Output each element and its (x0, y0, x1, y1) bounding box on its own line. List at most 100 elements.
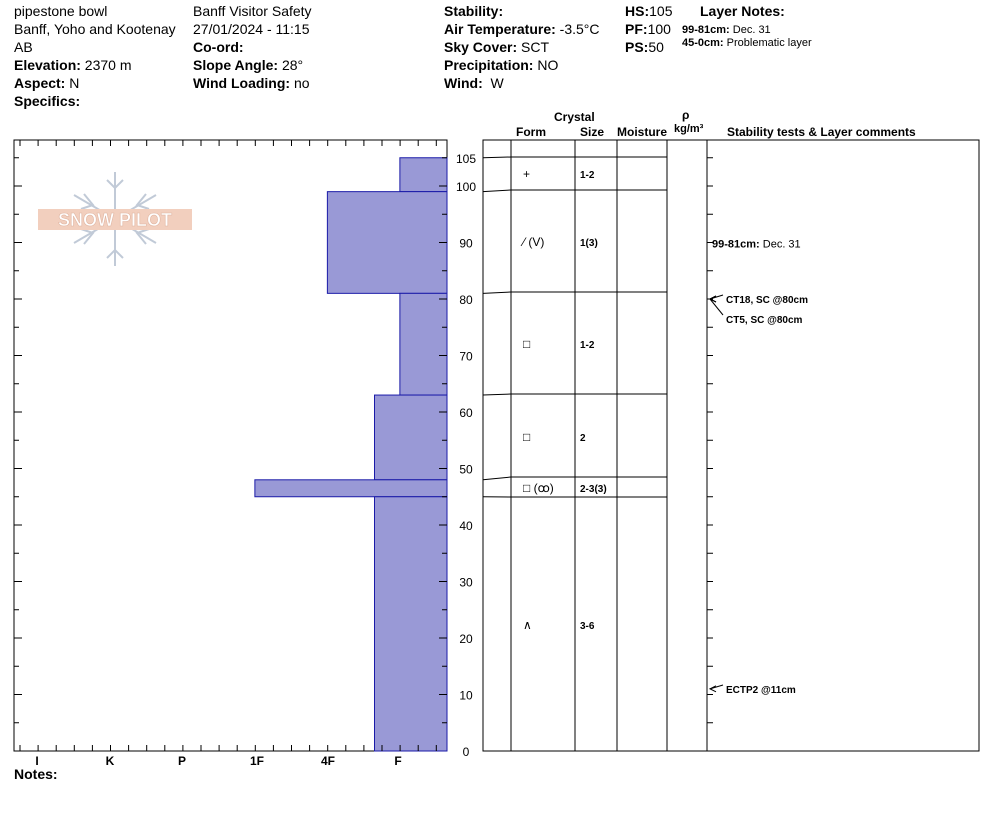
region-name: Banff, Yoho and Kootenay (14, 21, 176, 37)
height-label: 30 (459, 576, 473, 590)
layer-table-frame (482, 139, 980, 752)
ps-row: PS:50 (625, 39, 664, 56)
layer-note: 45-0cm: Problematic layer (682, 37, 812, 49)
precip-value: NO (537, 57, 559, 73)
wind-loading-value: no (293, 75, 310, 91)
layer-connector (482, 189, 512, 193)
layer-connector (482, 393, 512, 396)
aspect-row: Aspect: N (14, 75, 79, 92)
height-label: 20 (459, 632, 473, 646)
height-label: 0 (463, 745, 470, 759)
hardness-bar (399, 157, 448, 193)
form-header: Form (516, 125, 546, 139)
height-label: 100 (456, 180, 476, 194)
ps-value: 50 (648, 39, 664, 55)
sky-row: Sky Cover: SCT (444, 39, 549, 56)
logo-text: SNOW PILOT (58, 210, 172, 230)
hs-label: HS: (625, 3, 650, 19)
layer-note: 99-81cm: Dec. 31 (682, 24, 771, 36)
layer-connector (482, 156, 512, 159)
precip-row: Precipitation: NO (444, 57, 558, 74)
moisture-header: Moisture (617, 125, 668, 139)
arrow-head-icon (708, 295, 717, 303)
hs-row: HS:105 (625, 3, 672, 20)
elevation-value: 2370 m (84, 57, 132, 73)
crystal-header: Crystal (554, 110, 595, 124)
hs-value: 105 (649, 3, 673, 19)
crystal-form: □ (523, 430, 530, 444)
test-arrow (709, 298, 724, 316)
height-label: 105 (456, 152, 476, 166)
notes-label: Notes: (14, 766, 58, 782)
observer: Banff Visitor Safety (193, 3, 312, 19)
height-label: 10 (459, 689, 473, 703)
crystal-size: 3-6 (580, 621, 595, 632)
coord-label: Co-ord: (193, 39, 244, 55)
aspect-label: Aspect: (14, 75, 66, 91)
density-unit-header: kg/m³ (674, 123, 704, 135)
elevation-label: Elevation: (14, 57, 81, 73)
crystal-form: □ (523, 337, 530, 351)
crystal-form: ∧ (523, 618, 532, 632)
slope-row: Slope Angle: 28° (193, 57, 303, 74)
wind-loading-label: Wind Loading: (193, 75, 291, 91)
stability-row: Stability: (444, 3, 503, 20)
height-label: 50 (459, 463, 473, 477)
pf-label: PF: (625, 21, 648, 37)
precip-label: Precipitation: (444, 57, 534, 73)
height-label: 80 (459, 293, 473, 307)
crystal-size: 2-3(3) (580, 484, 607, 495)
arrow-head-icon (708, 685, 717, 693)
location-name: pipestone bowl (14, 3, 108, 19)
wind-label: Wind: (444, 75, 483, 91)
air-temp-row: Air Temperature: -3.5°C (444, 21, 600, 38)
hardness-bar (374, 394, 448, 481)
hardness-bar (374, 496, 448, 752)
datetime: 27/01/2024 - 11:15 (193, 21, 310, 37)
crystal-size: 1-2 (580, 170, 595, 181)
ps-label: PS: (625, 39, 649, 55)
layer-connector (482, 291, 512, 294)
layer-notes-title: Layer Notes: (700, 3, 785, 19)
hardness-bar (326, 191, 448, 294)
pf-value: 100 (647, 21, 671, 37)
height-label: 60 (459, 406, 473, 420)
rho-header: ρ (682, 108, 690, 122)
crystal-form: ⁄ (V) (520, 235, 544, 249)
sky-value: SCT (521, 39, 550, 55)
wind-loading-row: Wind Loading: no (193, 75, 310, 92)
hardness-label: F (394, 754, 401, 768)
stability-label: Stability: (444, 3, 504, 19)
slope-label: Slope Angle: (193, 57, 279, 73)
air-temp-label: Air Temperature: (444, 21, 556, 37)
hardness-bar (399, 292, 448, 396)
province: AB (14, 39, 33, 55)
hardness-label: K (106, 754, 115, 768)
coord-row: Co-ord: (193, 39, 244, 56)
crystal-size: 1-2 (580, 340, 595, 351)
wind-value: W (490, 75, 504, 91)
stability-test-label: CT18, SC @80cm (726, 295, 808, 306)
height-label: 70 (459, 350, 473, 364)
slope-value: 28° (281, 57, 304, 73)
crystal-size: 1(3) (580, 238, 598, 249)
crystal-form: + (523, 167, 530, 181)
pf-row: PF:100 (625, 21, 671, 38)
elevation-row: Elevation: 2370 m (14, 57, 132, 74)
specifics-row: Specifics: (14, 93, 80, 110)
stability-tests-header: Stability tests & Layer comments (727, 125, 916, 139)
crystal-size: 2 (580, 433, 586, 444)
crystal-form: □ (ꝏ) (523, 481, 554, 495)
height-label: 40 (459, 519, 473, 533)
stability-test-label: ECTP2 @11cm (726, 685, 796, 696)
notes-row: Notes: (14, 766, 58, 783)
height-label: 90 (459, 237, 473, 251)
wind-row: Wind: W (444, 75, 504, 92)
layer-comment: 99-81cm: Dec. 31 (712, 239, 801, 251)
size-header: Size (580, 125, 605, 139)
aspect-value: N (69, 75, 80, 91)
stability-test-label: CT5, SC @80cm (726, 315, 803, 326)
hardness-label: 1F (250, 754, 264, 768)
layer-connector (482, 476, 512, 481)
